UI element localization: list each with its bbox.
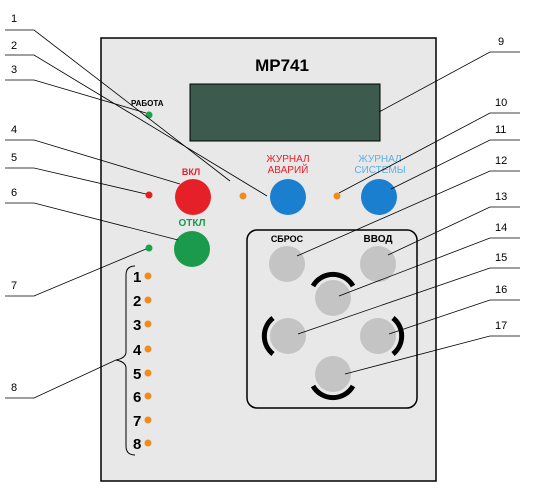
indicator-led xyxy=(144,416,152,424)
indicator-led xyxy=(144,439,152,447)
indicator-number: 4 xyxy=(133,342,142,359)
leader-line-1 xyxy=(5,29,231,182)
model-title: МР741 xyxy=(255,56,309,75)
leader-line-4 xyxy=(5,139,181,185)
indicator-led xyxy=(144,272,152,280)
down-button[interactable] xyxy=(315,356,351,392)
indicator-number: 3 xyxy=(133,317,141,334)
leader-lines xyxy=(5,29,268,399)
indicator-led xyxy=(144,369,152,377)
right-button[interactable] xyxy=(360,318,396,354)
callout-11: 11 xyxy=(495,124,506,136)
callout-13: 13 xyxy=(495,191,507,203)
leader-line-11 xyxy=(390,139,520,190)
callout-17: 17 xyxy=(495,320,507,332)
system-journal-button[interactable] xyxy=(361,179,397,215)
indicator-led xyxy=(144,345,152,353)
leader-line-8 xyxy=(5,359,117,399)
on-button[interactable] xyxy=(175,179,211,215)
work-label: РАБОТА xyxy=(131,99,164,108)
leader-line-2 xyxy=(5,54,268,197)
leader-line-7 xyxy=(5,248,147,297)
leader-line-12 xyxy=(296,170,520,257)
callout-9: 9 xyxy=(498,36,504,48)
leader-lines-right xyxy=(296,51,520,375)
leader-line-10 xyxy=(338,112,520,194)
leader-line-9 xyxy=(378,51,520,113)
reset-button[interactable] xyxy=(269,246,305,282)
left-arrow-arc xyxy=(261,316,275,356)
on-label: ВКЛ xyxy=(182,167,200,177)
callout-numbers: 1 2 3 4 5 6 7 8 9 10 11 12 13 14 15 16 1… xyxy=(11,13,507,394)
callout-16: 16 xyxy=(495,284,507,296)
indicator-number: 2 xyxy=(133,293,141,310)
lcd-display xyxy=(189,83,381,142)
leader-line-16 xyxy=(388,299,520,335)
indicator-number: 8 xyxy=(133,436,141,453)
callout-12: 12 xyxy=(495,155,507,167)
indicator-number: 6 xyxy=(133,389,141,406)
callout-6: 6 xyxy=(11,187,17,199)
alarm-journal-label-line2: АВАРИЙ xyxy=(268,163,309,176)
alarm-journal-label-line1: ЖУРНАЛ xyxy=(266,154,309,165)
callout-10: 10 xyxy=(495,97,507,109)
leader-line-3 xyxy=(5,79,147,114)
callout-15: 15 xyxy=(495,252,507,264)
reset-label: СБРОС xyxy=(271,234,304,244)
down-arrow-arc xyxy=(310,384,356,401)
indicator-led xyxy=(144,320,152,328)
indicator-led xyxy=(144,296,152,304)
callout-7: 7 xyxy=(11,280,17,292)
on-led xyxy=(145,191,153,199)
enter-label: ВВОД xyxy=(364,234,393,245)
leader-line-15 xyxy=(297,267,520,335)
system-journal-led xyxy=(333,192,341,200)
leader-line-17 xyxy=(344,335,520,375)
up-arrow-arc xyxy=(310,271,356,288)
callout-3: 3 xyxy=(11,64,17,76)
indicator-number: 7 xyxy=(133,413,141,430)
callout-5: 5 xyxy=(11,152,17,164)
callout-8: 8 xyxy=(11,382,17,394)
alarm-journal-led xyxy=(239,192,247,200)
system-journal-label-line2: СИСТЕМЫ xyxy=(354,165,405,176)
leader-line-5 xyxy=(5,167,147,195)
leader-line-14 xyxy=(338,237,520,297)
alarm-journal-button[interactable] xyxy=(270,179,306,215)
indicator-number: 5 xyxy=(133,366,141,383)
off-label: ОТКЛ xyxy=(178,218,205,229)
callout-1: 1 xyxy=(11,13,17,25)
leader-line-6 xyxy=(5,202,179,241)
callout-14: 14 xyxy=(495,222,507,234)
left-button[interactable] xyxy=(270,318,306,354)
leader-line-13 xyxy=(387,206,520,256)
enter-button[interactable] xyxy=(360,246,396,282)
indicator-number: 1 xyxy=(133,269,141,286)
off-button[interactable] xyxy=(174,231,210,267)
callout-4: 4 xyxy=(11,124,17,136)
right-arrow-arc xyxy=(391,316,405,356)
up-button[interactable] xyxy=(315,280,351,316)
callout-2: 2 xyxy=(11,40,17,52)
off-led xyxy=(145,244,153,252)
indicator-list: 1 2 3 4 5 6 7 8 xyxy=(133,269,152,453)
indicator-led xyxy=(144,392,152,400)
system-journal-label-line1: ЖУРНАЛ xyxy=(358,154,401,165)
work-led xyxy=(145,111,153,119)
